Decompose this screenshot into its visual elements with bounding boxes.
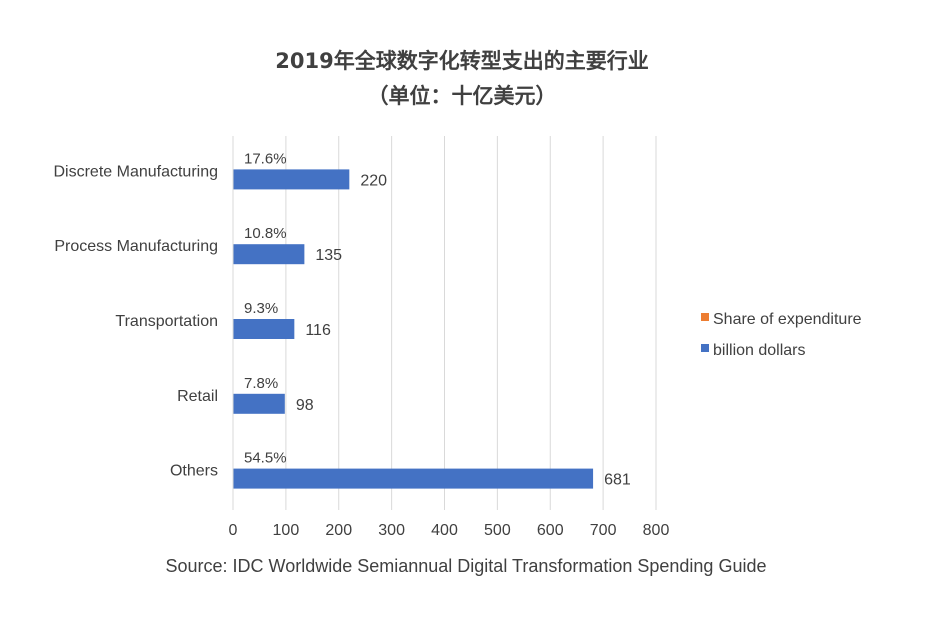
x-axis-ticks: 0 100 200 300 400 500 600 700 800 (229, 522, 670, 539)
x-tick-label: 700 (590, 522, 617, 539)
legend-swatch-share (701, 313, 709, 321)
source-note: Source: IDC Worldwide Semiannual Digital… (166, 556, 767, 576)
category-label: Discrete Manufacturing (53, 163, 218, 180)
data-labels: 220 17.6% 135 10.8% 116 9.3% 98 7.8% 681 54.5% (244, 150, 631, 488)
chart-title-line1: 2019年全球数字化转型支出的主要行业 (275, 49, 648, 73)
x-tick-label: 400 (431, 522, 458, 539)
x-tick-label: 500 (484, 522, 511, 539)
bar (233, 169, 350, 190)
legend: Share of expenditure billion dollars (701, 311, 862, 359)
gridlines (285, 136, 657, 510)
bars (233, 169, 594, 489)
bar (233, 393, 285, 414)
value-label: 681 (604, 472, 631, 489)
share-label: 10.8% (244, 225, 287, 242)
bar (233, 468, 594, 489)
bar (233, 319, 295, 339)
value-label: 98 (296, 397, 314, 414)
legend-swatch-billion (701, 344, 709, 352)
share-label: 9.3% (244, 300, 278, 317)
x-tick-label: 0 (229, 522, 238, 539)
value-label: 220 (360, 172, 387, 189)
x-tick-label: 200 (325, 522, 352, 539)
x-tick-label: 800 (643, 522, 670, 539)
share-label: 7.8% (244, 375, 278, 392)
category-label: Transportation (115, 313, 218, 330)
share-label: 54.5% (244, 450, 287, 467)
x-tick-label: 300 (378, 522, 405, 539)
category-label: Process Manufacturing (54, 238, 218, 255)
share-label: 17.6% (244, 150, 287, 167)
category-labels: Discrete Manufacturing Process Manufactur… (53, 163, 218, 479)
x-tick-label: 600 (537, 522, 564, 539)
category-label: Retail (177, 388, 218, 405)
legend-label-share: Share of expenditure (713, 311, 862, 328)
category-label: Others (170, 463, 218, 480)
value-label: 135 (315, 247, 342, 264)
chart-title-line2: （单位：十亿美元） (368, 84, 557, 108)
x-tick-label: 100 (273, 522, 300, 539)
bar (233, 244, 305, 265)
legend-label-billion: billion dollars (713, 342, 806, 359)
value-label: 116 (305, 322, 331, 339)
